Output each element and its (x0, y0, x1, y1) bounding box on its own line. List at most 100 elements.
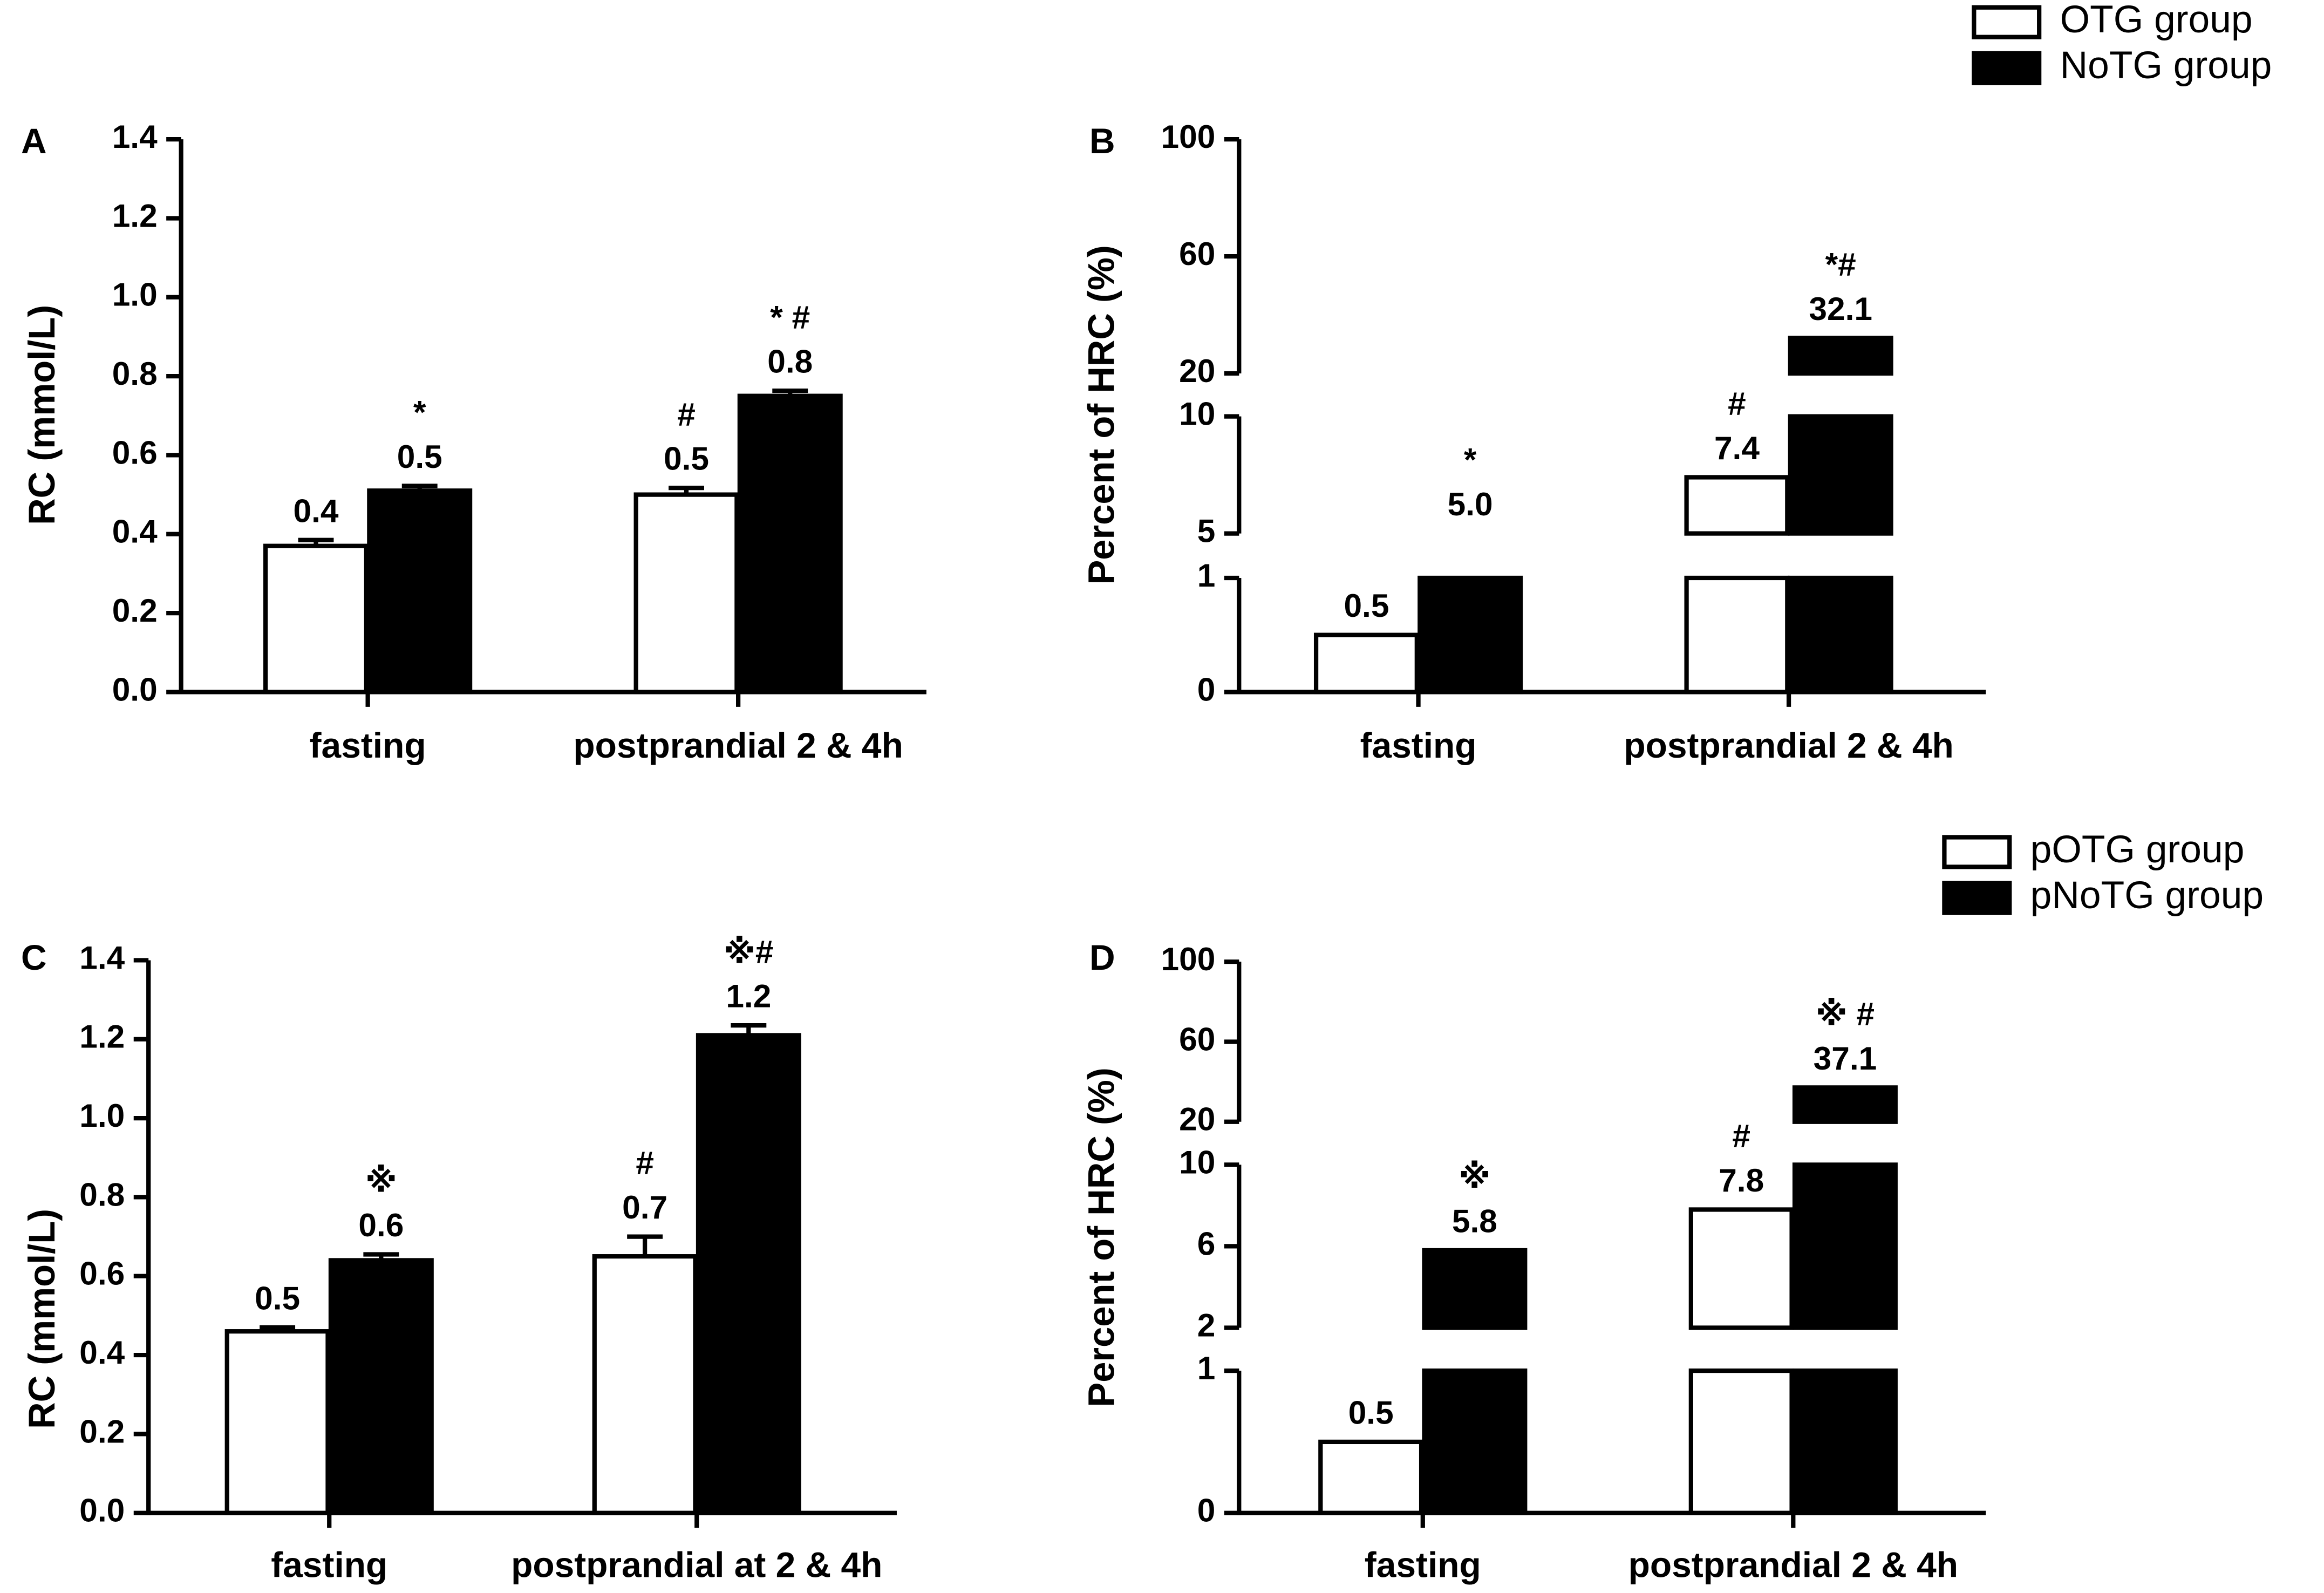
bar (1792, 1085, 1898, 1124)
bar (1792, 1368, 1898, 1515)
bar (1313, 632, 1419, 695)
bar (592, 1254, 698, 1515)
significance-mark: ※ (1459, 1158, 1491, 1195)
legend-swatch (1942, 881, 2012, 915)
y-tick-label: 100 (1161, 941, 1216, 977)
y-tick-label: 0.4 (112, 513, 158, 550)
bar (1788, 575, 1893, 695)
x-tick-label: fasting (1365, 1545, 1481, 1585)
y-tick-label: 1.4 (79, 939, 125, 976)
value-label: 0.5 (255, 1279, 300, 1316)
y-tick-label: 1.2 (112, 197, 158, 234)
bar (1688, 1368, 1794, 1515)
significance-mark: * (413, 394, 426, 431)
significance-mark: ※# (724, 933, 773, 970)
bar (737, 393, 843, 695)
legend-label: NoTG group (2060, 44, 2272, 87)
value-label: 0.6 (358, 1207, 404, 1243)
panel-label: D (1089, 937, 1115, 977)
y-tick-label: 1.0 (79, 1097, 125, 1134)
y-axis-label: RC (mmol/L) (21, 305, 63, 525)
significance-mark: ※ (365, 1162, 397, 1199)
bar (1684, 475, 1790, 536)
y-axis-label: Percent of HRC (%) (1081, 245, 1122, 584)
bar (1422, 1248, 1528, 1330)
legend-label: OTG group (2060, 0, 2253, 41)
y-tick-label: 1 (1197, 557, 1216, 594)
value-label: 0.8 (767, 343, 813, 380)
y-tick-label: 1 (1197, 1350, 1216, 1386)
panel-label: B (1089, 121, 1115, 161)
bar (1788, 336, 1893, 376)
bar (224, 1329, 330, 1515)
y-tick-label: 10 (1179, 396, 1215, 432)
significance-mark: ※ # (1816, 996, 1875, 1032)
bar (1788, 414, 1893, 536)
y-tick-label: 0 (1197, 1492, 1216, 1529)
x-tick-label: postprandial 2 & 4h (1624, 725, 1953, 765)
x-tick-label: fasting (271, 1545, 387, 1585)
y-axis-label: Percent of HRC (%) (1081, 1067, 1122, 1407)
panel-label: A (21, 121, 47, 161)
bar (1417, 575, 1523, 695)
x-tick-label: postprandial 2 & 4h (573, 725, 903, 765)
y-tick-label: 1.0 (112, 276, 158, 313)
legend-swatch (1942, 835, 2012, 869)
value-label: 32.1 (1809, 290, 1872, 327)
value-label: 0.7 (622, 1189, 667, 1226)
y-tick-label: 0.4 (79, 1334, 125, 1371)
bar (1792, 1162, 1898, 1330)
y-tick-label: 10 (1179, 1143, 1215, 1180)
significance-mark: # (677, 396, 696, 432)
significance-mark: # (1732, 1118, 1750, 1154)
y-tick-label: 100 (1161, 118, 1216, 155)
bar (696, 1033, 801, 1515)
y-tick-label: 60 (1179, 1020, 1215, 1057)
legend-swatch (1972, 5, 2042, 39)
y-tick-label: 0.2 (112, 592, 158, 629)
significance-mark: # (1728, 385, 1746, 422)
significance-mark: # (636, 1145, 654, 1181)
value-label: 7.8 (1719, 1162, 1764, 1199)
y-tick-label: 1.4 (112, 118, 158, 155)
legend-label: pNoTG group (2030, 874, 2264, 917)
value-label: 0.5 (664, 440, 709, 477)
x-tick-label: postprandial at 2 & 4h (511, 1545, 882, 1585)
bar (1688, 1207, 1794, 1330)
value-label: 37.1 (1814, 1040, 1877, 1077)
y-tick-label: 20 (1179, 1101, 1215, 1138)
value-label: 0.5 (1344, 587, 1389, 624)
y-tick-label: 0.0 (79, 1492, 125, 1529)
bar (1684, 575, 1790, 695)
y-tick-label: 5 (1197, 513, 1216, 549)
bar (1422, 1368, 1528, 1515)
x-tick-label: fasting (1360, 725, 1477, 765)
value-label: 5.8 (1452, 1203, 1497, 1240)
panel-label: C (21, 937, 47, 977)
legend-label: pOTG group (2030, 828, 2245, 871)
y-tick-label: 0.6 (79, 1255, 125, 1292)
x-tick-label: fasting (310, 725, 426, 765)
y-tick-label: 1.2 (79, 1018, 125, 1055)
y-tick-label: 0.0 (112, 671, 158, 707)
y-tick-label: 0.2 (79, 1413, 125, 1449)
y-tick-label: 0.6 (112, 434, 158, 471)
significance-mark: * (1464, 441, 1477, 478)
y-tick-label: 2 (1197, 1306, 1216, 1343)
value-label: 1.2 (726, 978, 771, 1015)
significance-mark: *# (1825, 246, 1856, 283)
bar (1318, 1439, 1424, 1515)
y-tick-label: 0.8 (112, 355, 158, 392)
y-tick-label: 20 (1179, 352, 1215, 389)
value-label: 7.4 (1714, 430, 1760, 466)
bar (263, 543, 369, 695)
y-tick-label: 0 (1197, 671, 1216, 707)
value-label: 5.0 (1448, 486, 1493, 522)
x-tick-label: postprandial 2 & 4h (1628, 1545, 1958, 1585)
bar (367, 488, 473, 695)
y-tick-label: 6 (1197, 1225, 1216, 1262)
y-tick-label: 0.8 (79, 1176, 125, 1213)
bar (633, 492, 739, 695)
significance-mark: * # (770, 298, 810, 335)
